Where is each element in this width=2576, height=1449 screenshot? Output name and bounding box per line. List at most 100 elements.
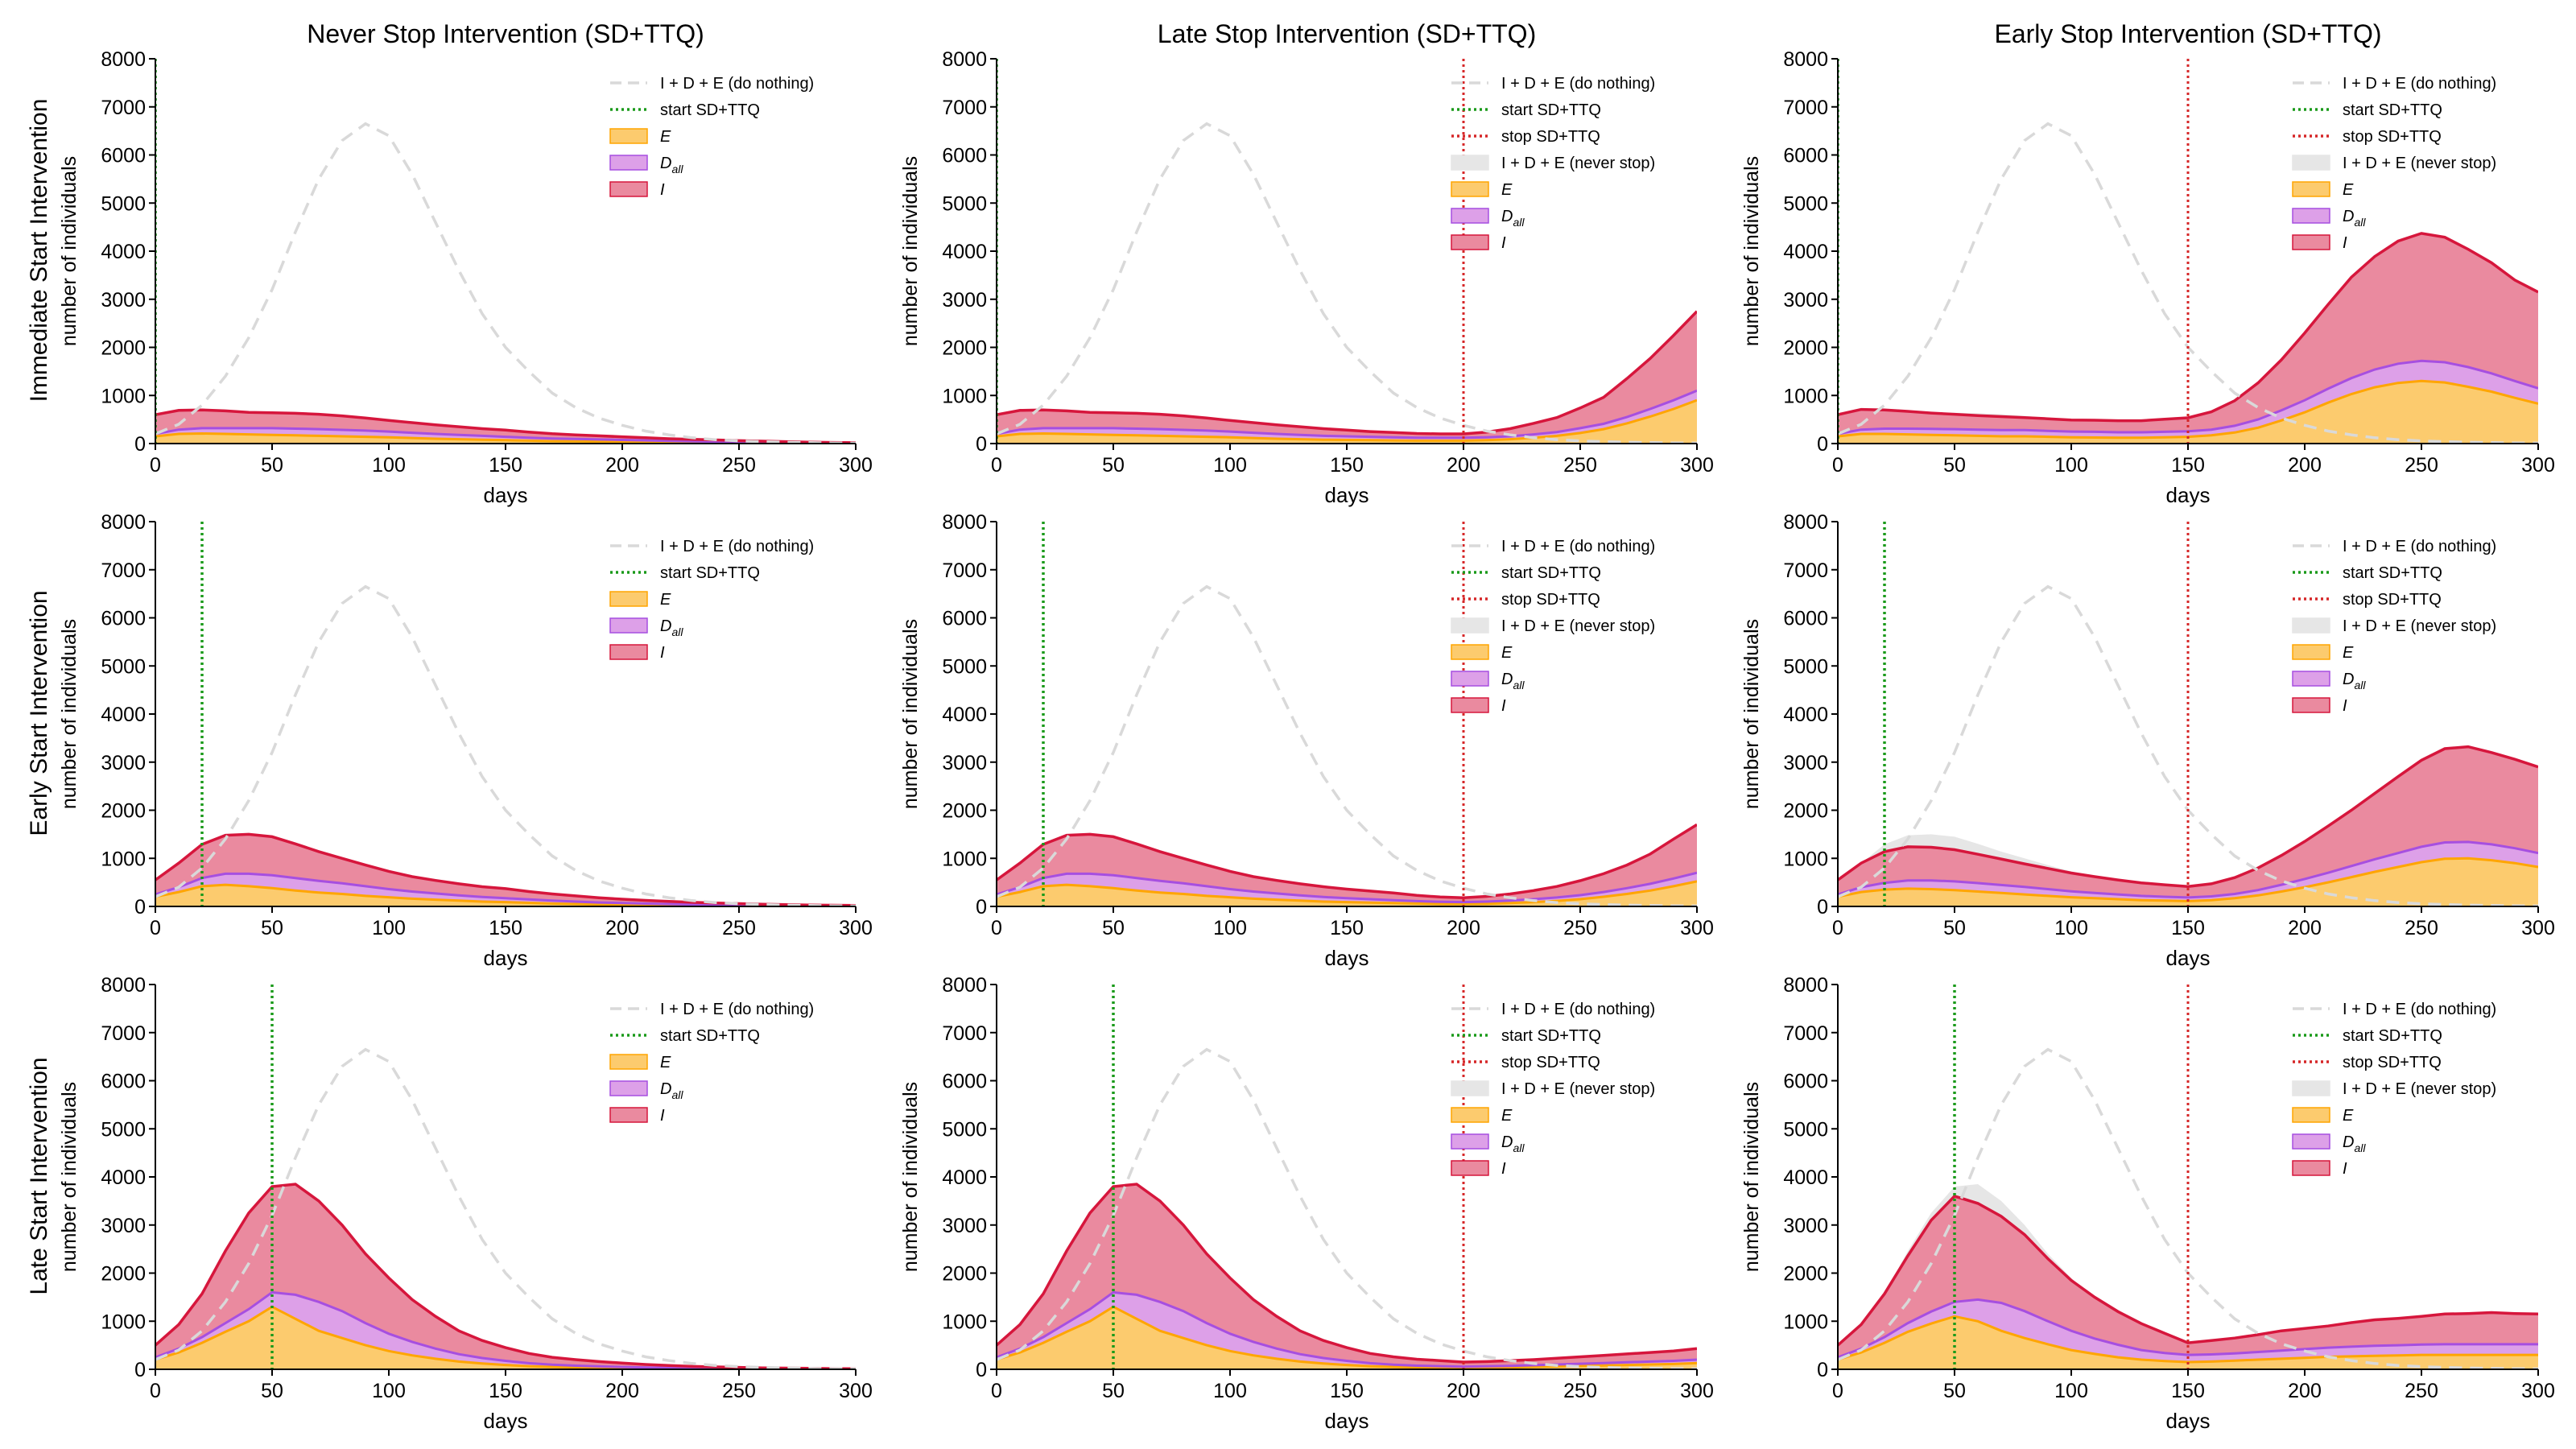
E-line	[997, 880, 1697, 906]
y-tick-label: 0	[134, 896, 146, 919]
x-tick-label: 250	[722, 454, 756, 477]
legend-swatch-never-stop	[1451, 617, 1489, 634]
y-tick-label: 0	[1817, 1359, 1828, 1381]
x-tick-label: 300	[2521, 917, 2555, 939]
legend-label-I: I	[2343, 1160, 2347, 1178]
legend-label-I: I	[660, 644, 665, 662]
legend-label-E: E	[2343, 181, 2354, 199]
legend-label-do-nothing: I + D + E (do nothing)	[660, 1001, 814, 1018]
y-tick-label: 2000	[942, 337, 987, 360]
legend-label-D: Dall	[660, 1080, 683, 1101]
legend-label-subscript: all	[1513, 216, 1525, 229]
legend-label-E: E	[1501, 644, 1513, 662]
legend-label-E: E	[660, 1054, 671, 1071]
legend-label-E: E	[660, 591, 671, 609]
legend-swatch-never-stop	[2292, 1080, 2330, 1096]
x-tick-label: 250	[1563, 1380, 1597, 1402]
x-tick-label: 300	[839, 917, 873, 939]
legend-label-D: Dall	[1501, 1133, 1525, 1154]
y-tick-label: 4000	[101, 704, 146, 726]
legend-swatch-I	[1451, 1160, 1489, 1176]
legend-label-start: start SD+TTQ	[2343, 1027, 2442, 1045]
x-tick-label: 100	[1213, 917, 1247, 939]
legend-label-do-nothing: I + D + E (do nothing)	[1501, 538, 1655, 555]
x-tick-label: 200	[2288, 454, 2322, 477]
y-tick-label: 5000	[101, 655, 146, 678]
legend-label-start: start SD+TTQ	[660, 101, 760, 119]
x-tick-label: 300	[1680, 917, 1714, 939]
column-title: Early Stop Intervention (SD+TTQ)	[1994, 19, 2381, 48]
legend-swatch-I	[609, 181, 648, 197]
E-area	[1838, 1316, 2538, 1369]
legend: I + D + E (do nothing) start SD+TTQ stop S…	[2292, 1001, 2496, 1178]
legend-label-never-stop: I + D + E (never stop)	[2343, 617, 2496, 635]
E-area	[997, 400, 1697, 444]
y-tick-label: 0	[134, 1359, 146, 1381]
legend-label-subscript: all	[671, 1088, 683, 1101]
E-area	[1838, 381, 2538, 444]
x-tick-label: 50	[1943, 1380, 1966, 1402]
legend-label-stop: stop SD+TTQ	[2343, 128, 2442, 146]
y-tick-label: 1000	[942, 385, 987, 407]
panel-2-1: 0 50 100 150 200 250 3000100020003000400050006…	[899, 974, 1714, 1433]
row-label: Late Start Intervention	[26, 1057, 52, 1294]
y-tick-label: 6000	[1783, 608, 1828, 630]
legend-swatch-never-stop	[2292, 155, 2330, 171]
y-tick-label: 3000	[1783, 289, 1828, 312]
y-tick-label: 0	[976, 896, 987, 919]
y-tick-label: 2000	[942, 800, 987, 823]
panel-2-2: 0 50 100 150 200 250 3000100020003000400050006…	[1740, 974, 2555, 1433]
legend-swatch-E	[609, 591, 648, 607]
y-tick-label: 7000	[942, 559, 987, 582]
y-tick-label: 5000	[942, 192, 987, 215]
x-tick-label: 250	[1563, 454, 1597, 477]
y-tick-label: 2000	[1783, 337, 1828, 360]
y-axis-label: number of individuals	[1740, 619, 1763, 809]
legend-label-subscript: all	[671, 163, 683, 175]
D-area	[997, 873, 1697, 904]
legend-label-I: I	[1501, 697, 1506, 715]
y-axis-label: number of individuals	[58, 619, 80, 809]
y-tick-label: 3000	[942, 1215, 987, 1237]
x-tick-label: 300	[1680, 1380, 1714, 1402]
y-tick-label: 6000	[101, 608, 146, 630]
do-nothing-line	[997, 1047, 1697, 1369]
y-tick-label: 3000	[101, 289, 146, 312]
x-tick-label: 300	[2521, 1380, 2555, 1402]
y-tick-label: 0	[134, 433, 146, 456]
D-area	[155, 1292, 856, 1369]
x-tick-label: 150	[2171, 454, 2205, 477]
legend: I + D + E (do nothing) start SD+TTQ stop S…	[1451, 538, 1655, 715]
legend-label-start: start SD+TTQ	[1501, 101, 1601, 119]
y-tick-label: 4000	[942, 704, 987, 726]
I-area	[1838, 746, 2538, 898]
do-nothing-line	[155, 584, 856, 906]
legend-label-start: start SD+TTQ	[660, 564, 760, 582]
legend-label-do-nothing: I + D + E (do nothing)	[660, 538, 814, 555]
column-title: Late Stop Intervention (SD+TTQ)	[1158, 19, 1536, 48]
x-axis-label: days	[1325, 946, 1369, 970]
legend-swatch-E	[609, 128, 648, 144]
x-tick-label: 200	[605, 1380, 639, 1402]
x-tick-label: 200	[1447, 1380, 1480, 1402]
x-tick-label: 150	[2171, 917, 2205, 939]
legend-label-stop: stop SD+TTQ	[1501, 1054, 1600, 1071]
legend-label-start: start SD+TTQ	[2343, 564, 2442, 582]
I-area	[997, 824, 1697, 902]
x-tick-label: 0	[991, 1380, 1002, 1402]
y-tick-label: 3000	[1783, 1215, 1828, 1237]
E-line	[997, 398, 1697, 442]
legend-label-I: I	[2343, 234, 2347, 252]
plot-area	[155, 59, 856, 444]
y-tick-label: 6000	[101, 145, 146, 167]
y-tick-label: 5000	[101, 1118, 146, 1141]
x-tick-label: 150	[2171, 1380, 2205, 1402]
plot-area	[997, 59, 1697, 444]
y-tick-label: 4000	[942, 241, 987, 263]
legend-label-start: start SD+TTQ	[1501, 1027, 1601, 1045]
y-tick-label: 1000	[1783, 385, 1828, 407]
legend-swatch-I	[609, 1107, 648, 1123]
legend-swatch-never-stop	[1451, 1080, 1489, 1096]
x-tick-label: 150	[489, 454, 522, 477]
y-tick-label: 8000	[1783, 511, 1828, 534]
